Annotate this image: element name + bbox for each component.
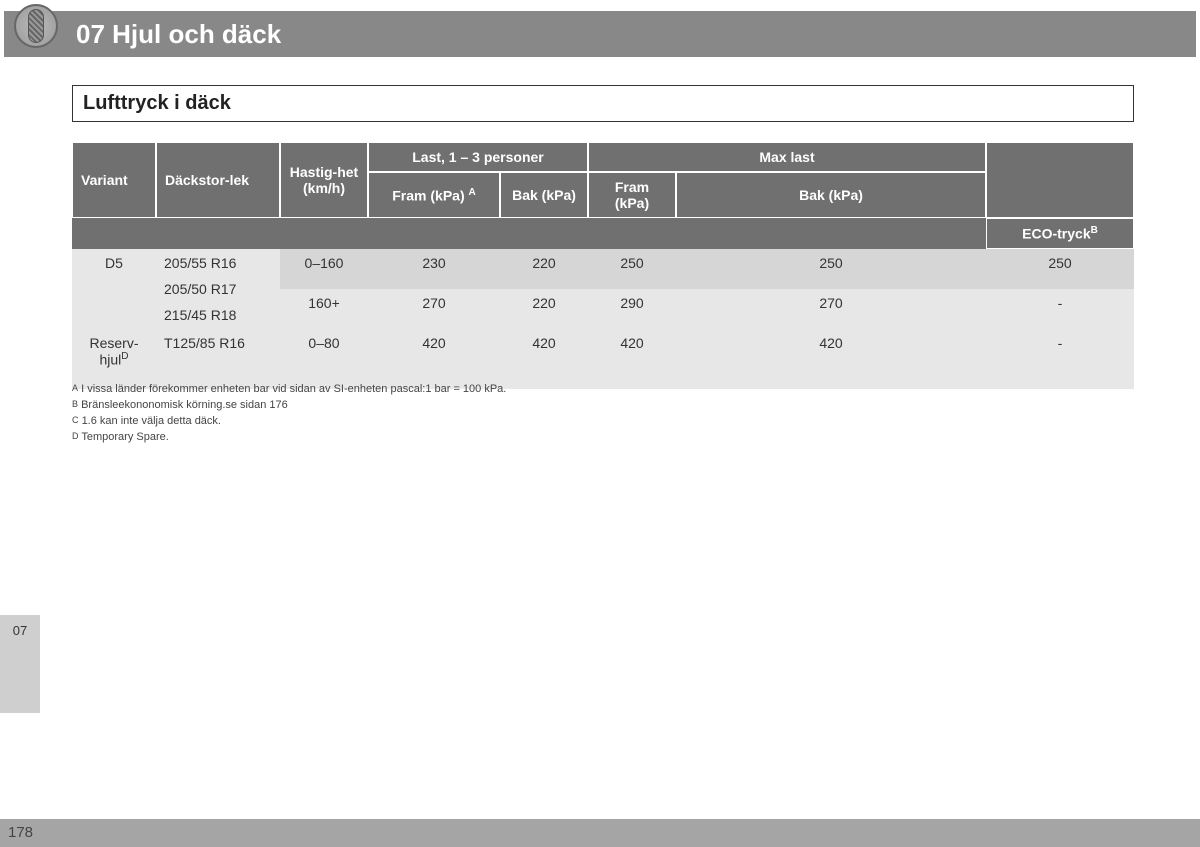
- cell-l13-front: 230: [368, 249, 500, 289]
- cell-max-front: 420: [588, 329, 676, 390]
- cell-max-front: 250: [588, 249, 676, 289]
- cell-variant: Reserv-hjulD: [72, 329, 156, 390]
- tire-icon: [14, 4, 58, 48]
- footnote-c: C 1.6 kan inte välja detta däck.: [72, 414, 506, 429]
- cell-l13-front: 270: [368, 289, 500, 329]
- section-title: Lufttryck i däck: [83, 92, 231, 114]
- cell-speed: 0–80: [280, 329, 368, 390]
- cell-sizes: T125/85 R16: [156, 329, 280, 390]
- col-l13-rear: Bak (kPa): [500, 172, 588, 218]
- tire-tread-icon: [28, 9, 44, 43]
- chapter-title: 07 Hjul och däck: [76, 19, 281, 50]
- page-number: 178: [8, 824, 33, 841]
- cell-max-rear: 420: [676, 329, 986, 390]
- cell-max-front: 290: [588, 289, 676, 329]
- col-max-front: Fram (kPa): [588, 172, 676, 218]
- col-l13-front: Fram (kPa) A: [368, 172, 500, 218]
- col-variant: Variant: [72, 142, 156, 218]
- pressure-table: Variant Däckstor-lek Hastig-het (km/h) L…: [72, 142, 1134, 389]
- table-header-row-3: ECO-tryckB: [72, 218, 1134, 249]
- col-tire-size: Däckstor-lek: [156, 142, 280, 218]
- col-speed: Hastig-het (km/h): [280, 142, 368, 218]
- cell-speed: 160+: [280, 289, 368, 329]
- cell-sizes: 205/55 R16 205/50 R17 215/45 R18: [156, 249, 280, 329]
- cell-l13-rear: 420: [500, 329, 588, 390]
- footer-bar: 178: [0, 819, 1200, 847]
- col-empty: [986, 142, 1134, 218]
- table-header-row-1: Variant Däckstor-lek Hastig-het (km/h) L…: [72, 142, 1134, 172]
- footnote-a: A I vissa länder förekommer enheten bar …: [72, 382, 506, 397]
- table-row: D5 205/55 R16 205/50 R17 215/45 R18 0–16…: [72, 249, 1134, 289]
- cell-eco: -: [986, 329, 1134, 390]
- cell-max-rear: 270: [676, 289, 986, 329]
- footnotes: A I vissa länder förekommer enheten bar …: [72, 382, 506, 445]
- table-row: Reserv-hjulD T125/85 R16 0–80 420 420 42…: [72, 329, 1134, 390]
- footnote-d: D Temporary Spare.: [72, 430, 506, 445]
- cell-speed: 0–160: [280, 249, 368, 289]
- chapter-header: 07 Hjul och däck: [4, 11, 1196, 57]
- col-max-load: Max last: [588, 142, 986, 172]
- section-title-box: Lufttryck i däck: [72, 85, 1134, 122]
- pressure-table-wrap: Variant Däckstor-lek Hastig-het (km/h) L…: [72, 142, 1134, 389]
- cell-eco: 250: [986, 249, 1134, 289]
- cell-max-rear: 250: [676, 249, 986, 289]
- chapter-side-tab: 07: [0, 615, 40, 713]
- cell-eco: -: [986, 289, 1134, 329]
- cell-l13-rear: 220: [500, 289, 588, 329]
- col-eco: ECO-tryckB: [986, 218, 1134, 249]
- cell-l13-front: 420: [368, 329, 500, 390]
- footnote-b: B Bränsleekononomisk körning.se sidan 17…: [72, 398, 506, 413]
- cell-variant: D5: [72, 249, 156, 329]
- col-max-rear: Bak (kPa): [676, 172, 986, 218]
- col-load-13: Last, 1 – 3 personer: [368, 142, 588, 172]
- cell-l13-rear: 220: [500, 249, 588, 289]
- side-tab-label: 07: [13, 623, 27, 638]
